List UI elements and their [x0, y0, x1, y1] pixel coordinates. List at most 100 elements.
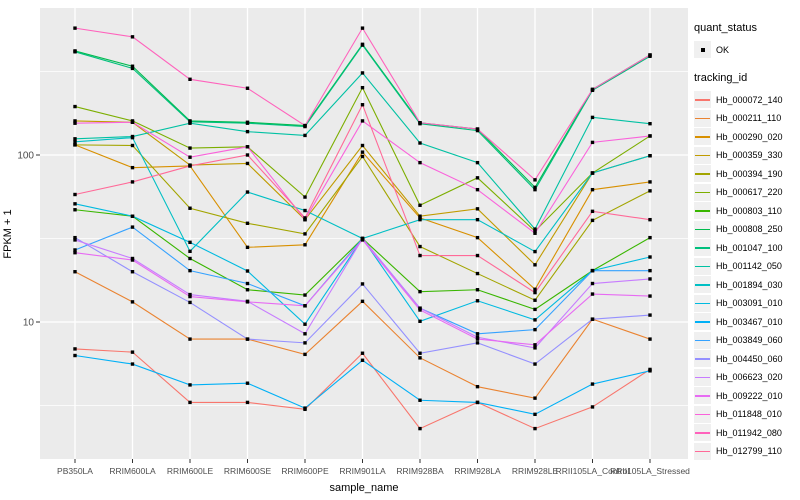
data-point-marker: [648, 217, 652, 222]
line-key-icon: [694, 220, 711, 238]
data-point-marker: [188, 121, 192, 125]
legend-item-Hb_000290_020: Hb_000290_020: [694, 128, 800, 145]
point-key-icon: [694, 41, 711, 58]
data-point-marker: [648, 180, 652, 184]
data-point-marker: [360, 154, 365, 159]
data-point-marker: [475, 332, 480, 336]
data-point-marker: [533, 231, 537, 235]
data-point-marker: [303, 352, 307, 357]
data-point-marker: [303, 232, 307, 236]
data-point-marker: [648, 369, 652, 373]
data-point-marker: [590, 115, 595, 120]
data-point-marker: [533, 290, 537, 295]
data-point-marker: [130, 258, 135, 262]
data-point-marker: [130, 270, 135, 274]
data-point-marker: [418, 216, 422, 220]
line-key-icon: [694, 331, 711, 349]
data-point-marker: [648, 294, 652, 298]
data-point-marker: [188, 268, 192, 273]
data-point-marker: [360, 282, 365, 286]
data-point-marker: [245, 381, 250, 385]
y-axis-title: FPKM + 1: [2, 209, 14, 259]
data-point-marker: [245, 153, 250, 157]
data-point-marker: [73, 192, 77, 197]
data-point-marker: [533, 229, 537, 233]
data-point-marker: [188, 77, 192, 81]
data-point-marker: [73, 121, 77, 125]
legend-label: Hb_000290_020: [716, 131, 783, 142]
data-point-marker: [533, 287, 537, 291]
x-tick-label: PB350LA: [57, 466, 93, 476]
x-tick-label: RRII105LA_Stressed: [610, 466, 690, 476]
legend-tracking-items: Hb_000072_140 Hb_000211_110 Hb_000290_020 H…: [694, 91, 800, 460]
data-point-marker: [533, 396, 537, 400]
data-point-marker: [418, 308, 422, 312]
data-point-marker: [130, 180, 135, 184]
data-point-marker: [130, 66, 135, 71]
x-tick-label: RRII105LA_Control: [556, 466, 630, 476]
data-point-marker: [475, 127, 480, 131]
line-key-icon: [694, 405, 711, 423]
legend-item-Hb_001894_030: Hb_001894_030: [694, 276, 800, 293]
data-point-marker: [418, 351, 422, 355]
data-point-marker: [475, 217, 480, 222]
legend-item-Hb_000394_190: Hb_000394_190: [694, 165, 800, 182]
data-point-marker: [303, 341, 307, 345]
x-tick-label: RRIM901LA: [339, 466, 386, 476]
data-point-marker: [245, 300, 250, 304]
line-key-icon: [694, 146, 711, 164]
data-point-marker: [188, 300, 192, 305]
data-point-marker: [303, 243, 307, 247]
data-point-marker: [418, 160, 422, 165]
data-point-marker: [475, 160, 480, 165]
data-point-marker: [130, 143, 135, 148]
legend-label: Hb_000808_250: [716, 224, 783, 234]
data-point-marker: [590, 405, 595, 409]
legend-item-Hb_000808_250: Hb_000808_250: [694, 220, 800, 238]
x-tick-label: RRIM600PE: [281, 466, 329, 476]
x-tick-label: RRIM600SE: [224, 466, 272, 476]
data-point-marker: [360, 71, 365, 75]
data-point-marker: [475, 341, 480, 345]
legend-label: Hb_003091_010: [716, 298, 783, 308]
legend-label: Hb_000072_140: [716, 94, 783, 105]
data-point-marker: [475, 235, 480, 240]
data-point-marker: [303, 217, 307, 222]
data-point-marker: [73, 50, 77, 54]
legend: quant_status OK tracking_id Hb_000072_14…: [694, 22, 800, 461]
data-point-marker: [73, 202, 77, 206]
data-point-marker: [533, 185, 537, 190]
data-point-marker: [533, 227, 537, 231]
line-key-icon: [694, 442, 711, 460]
legend-quant-status-section: quant_status OK: [694, 22, 800, 58]
data-point-marker: [590, 209, 595, 214]
legend-item-Hb_001142_050: Hb_001142_050: [694, 257, 800, 275]
data-point-marker: [533, 327, 537, 332]
line-key-icon: [694, 276, 711, 293]
data-point-marker: [418, 244, 422, 249]
data-point-marker: [418, 203, 422, 207]
data-point-marker: [475, 207, 480, 211]
x-tick-label: RRIM928LE: [512, 466, 559, 476]
line-key-icon: [694, 109, 711, 127]
data-point-marker: [245, 129, 250, 134]
data-point-marker: [590, 382, 595, 386]
data-point-marker: [590, 268, 595, 273]
data-point-marker: [245, 400, 250, 405]
legend-label: Hb_003849_060: [716, 335, 783, 345]
data-point-marker: [475, 335, 480, 339]
data-point-marker: [360, 150, 365, 154]
data-point-marker: [533, 412, 537, 417]
legend-label: Hb_006623_020: [716, 372, 783, 382]
legend-label: Hb_000617_220: [716, 187, 783, 197]
data-point-marker: [360, 26, 365, 30]
data-point-marker: [73, 137, 77, 141]
data-point-marker: [73, 119, 77, 123]
data-point-marker: [73, 208, 77, 212]
data-point-marker: [590, 171, 595, 175]
data-point-marker: [533, 263, 537, 267]
line-key-icon: [694, 313, 711, 330]
legend-label: Hb_000803_110: [716, 205, 782, 216]
data-point-marker: [418, 426, 422, 431]
data-point-marker: [73, 250, 77, 255]
